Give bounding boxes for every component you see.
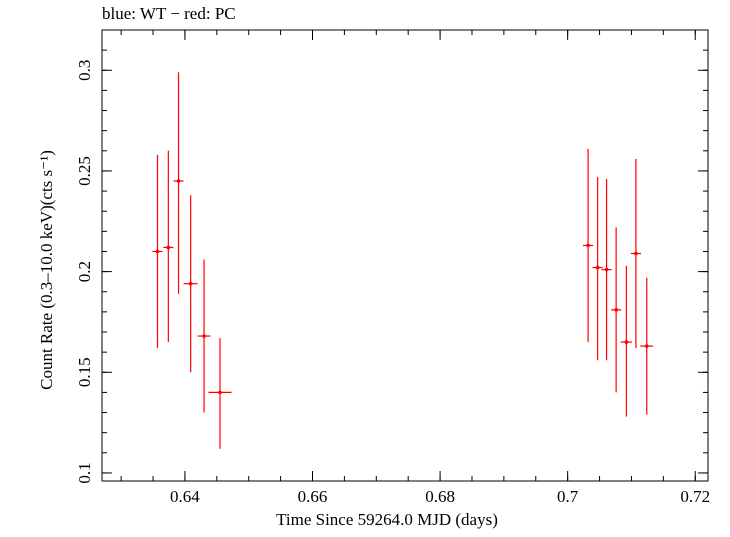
data-point [163, 150, 174, 343]
point-marker [644, 344, 649, 348]
point-marker [155, 249, 160, 254]
y-tick-label: 0.15 [75, 357, 94, 387]
data-point [152, 154, 163, 349]
point-marker [586, 243, 590, 248]
point-marker [218, 390, 222, 395]
data-point [592, 176, 603, 361]
x-axis-tick-labels: 0.64 0.66 0.68 0.7 0.72 [170, 487, 710, 506]
data-point [173, 72, 184, 294]
data-point [630, 158, 642, 349]
y-tick-label: 0.2 [75, 261, 94, 282]
plot-frame [101, 29, 709, 482]
point-marker [202, 334, 206, 338]
point-marker [595, 265, 600, 270]
data-point [620, 265, 633, 417]
point-marker [188, 281, 193, 286]
data-points [152, 72, 654, 449]
data-point [611, 227, 622, 393]
y-axis-ticks [102, 49, 708, 474]
y-tick-label: 0.1 [75, 462, 94, 483]
data-point [582, 148, 594, 343]
x-axis-ticks [120, 30, 696, 481]
x-tick-label: 0.64 [170, 487, 200, 506]
data-point [197, 259, 211, 413]
y-axis-tick-labels: 0.1 0.15 0.2 0.25 0.3 [75, 60, 94, 484]
y-tick-label: 0.3 [75, 60, 94, 81]
point-marker [176, 179, 181, 183]
point-marker [624, 340, 629, 344]
data-point [601, 178, 612, 361]
x-axis-label: Time Since 59264.0 MJD (days) [276, 510, 498, 529]
point-marker [634, 251, 638, 256]
data-point [183, 195, 198, 373]
x-tick-label: 0.7 [557, 487, 579, 506]
point-marker [166, 245, 171, 250]
x-tick-label: 0.72 [680, 487, 710, 506]
chart-title: blue: WT − red: PC [102, 4, 236, 23]
x-tick-label: 0.68 [425, 487, 455, 506]
point-marker [604, 267, 609, 272]
x-tick-label: 0.66 [298, 487, 328, 506]
data-point [208, 338, 232, 449]
data-point [640, 277, 654, 415]
y-tick-label: 0.25 [75, 156, 94, 186]
y-axis-label: Count Rate (0.3–10.0 keV)(cts s⁻¹) [37, 150, 56, 390]
point-marker [614, 308, 618, 312]
